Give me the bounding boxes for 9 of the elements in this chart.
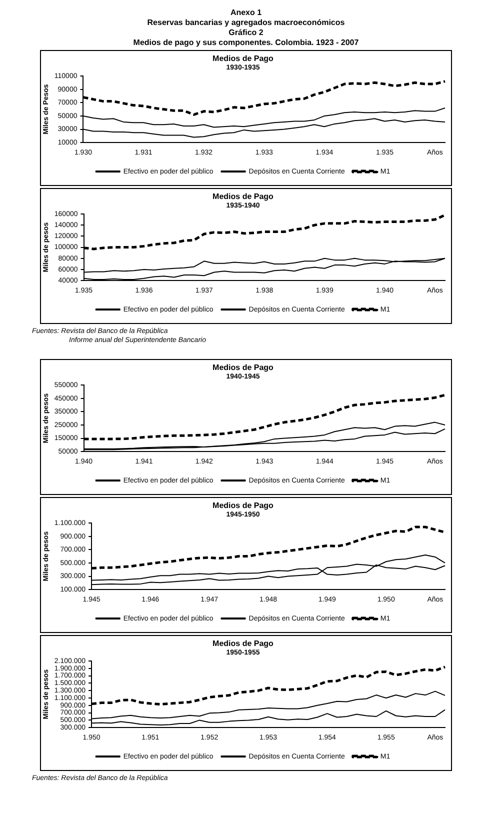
chart-title: Medios de Pago [212,192,274,202]
chart-title: Medios de Pago [212,501,274,510]
text: Anexo 1 [229,8,263,18]
chart-title: Medios de Pago [212,54,274,64]
text: Reservas bancarias y agregados macroeconómicos [146,18,346,28]
chart-title: Medios de Pago [212,363,274,372]
chart-title: Medios de Pago [212,639,274,648]
text: Gráfico 2 [228,28,264,38]
text: Medios de pago y sus componentes. Colombia. 1923 - 2007 [132,38,360,48]
